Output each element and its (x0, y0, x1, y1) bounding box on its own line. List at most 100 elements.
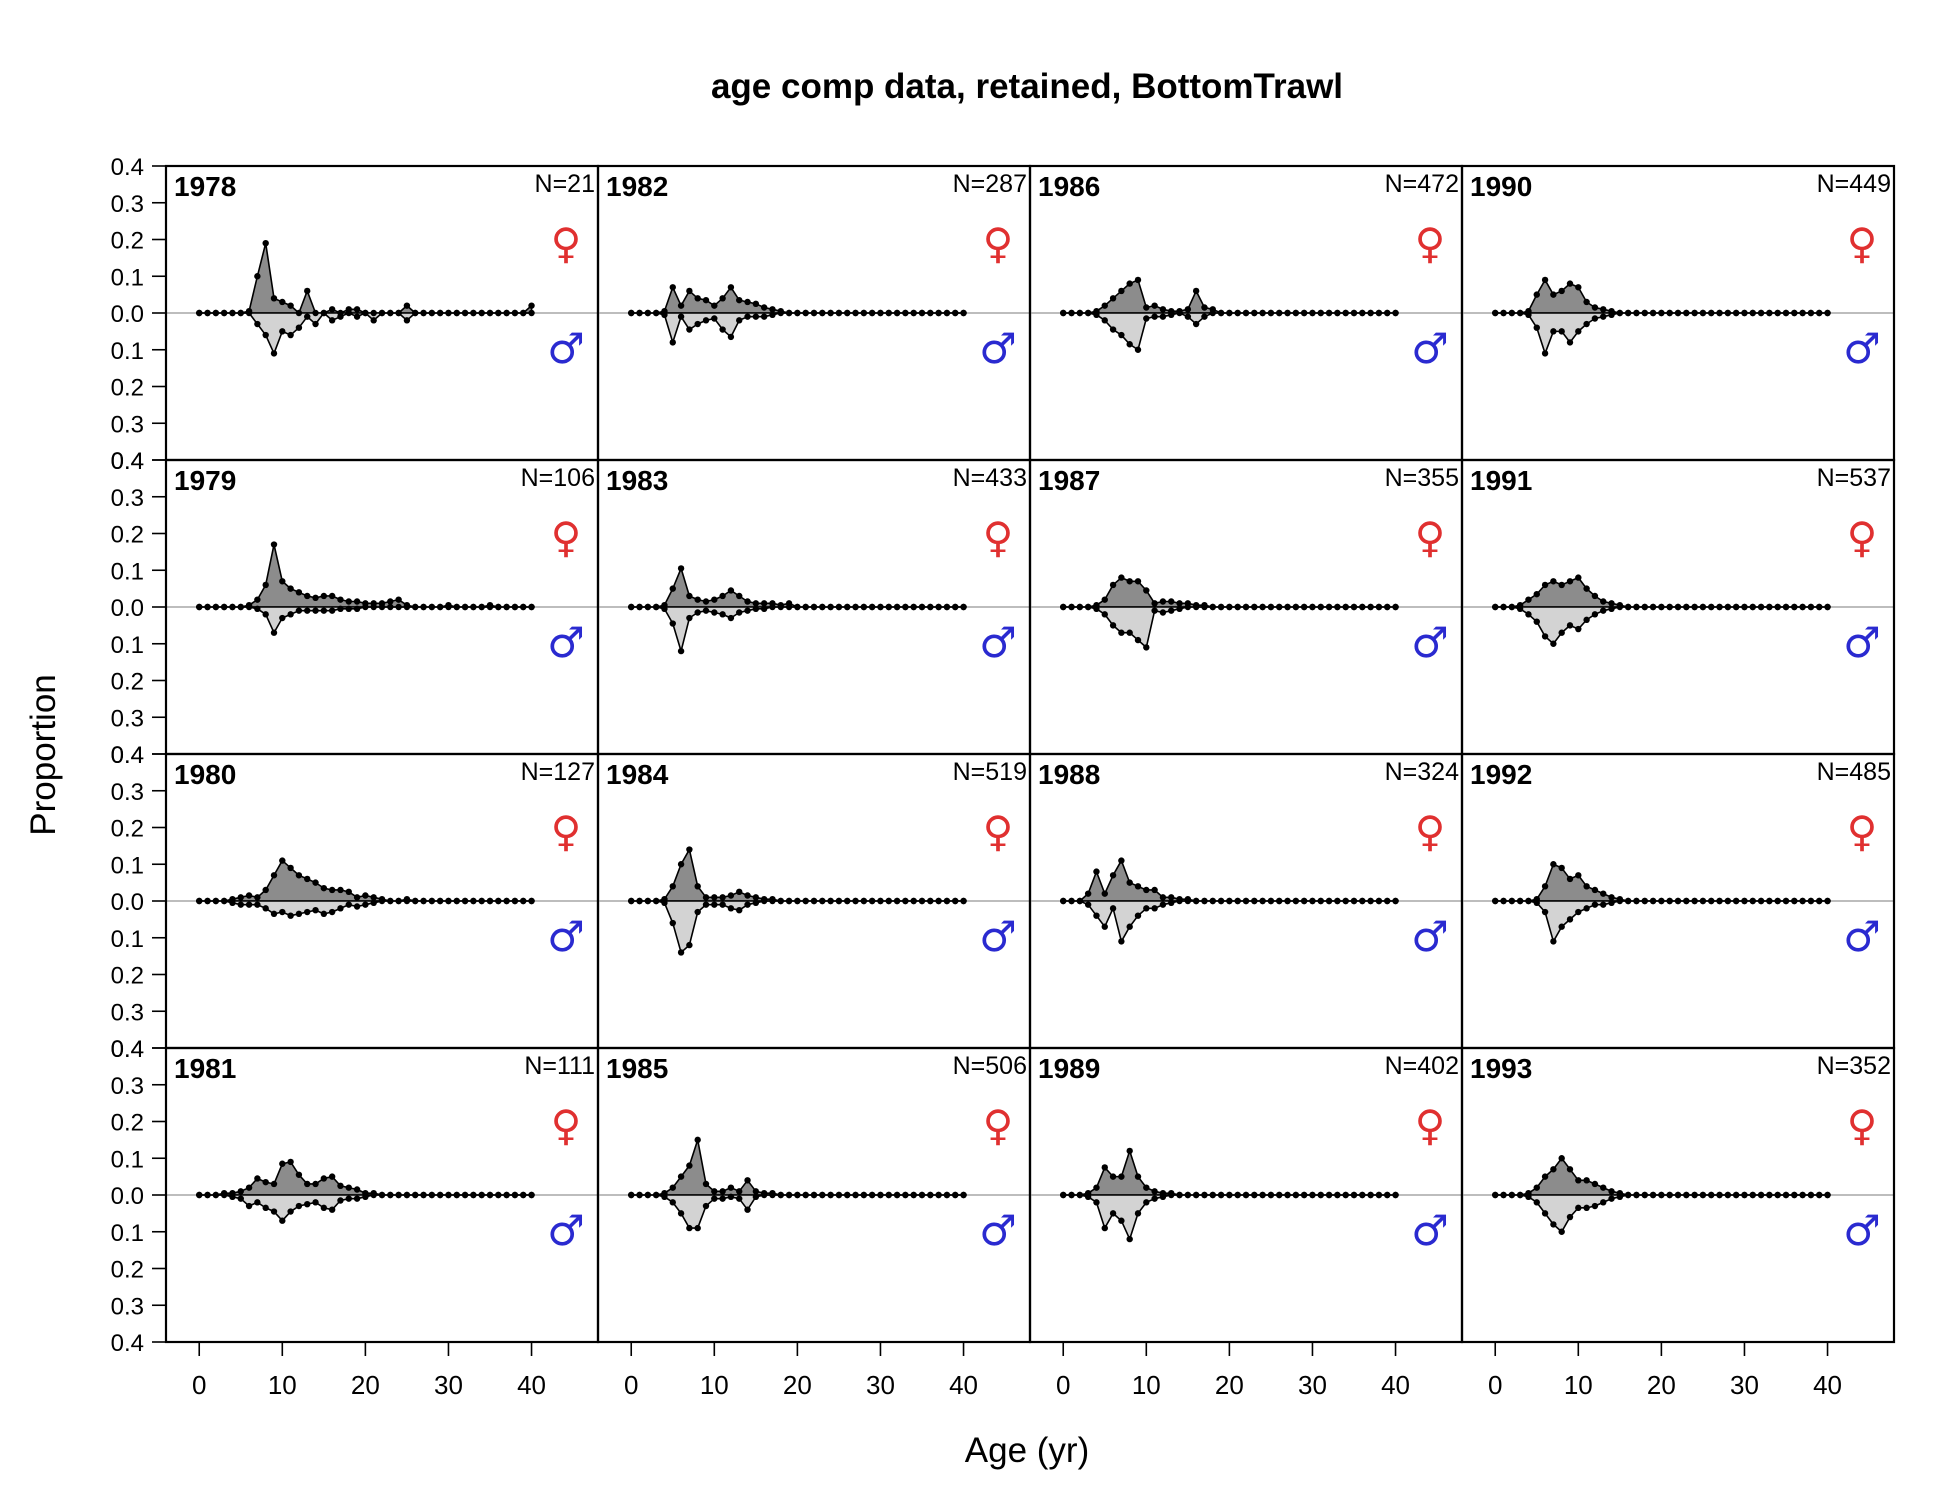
y-tick-label: 0.0 (111, 889, 144, 916)
male-point (212, 897, 220, 905)
male-point (478, 603, 485, 611)
panel-sample-size: N=537 (1817, 464, 1891, 492)
y-tick-label: 0.0 (111, 595, 144, 622)
female-point (744, 598, 751, 605)
male-point (1267, 603, 1275, 611)
female-point (686, 1162, 693, 1169)
female-point (287, 302, 294, 309)
female-point (1583, 585, 1590, 592)
female-point (1550, 578, 1557, 585)
female-point (1575, 1177, 1582, 1184)
male-point (1126, 341, 1133, 348)
male-point (353, 903, 361, 910)
male-point (378, 309, 386, 317)
female-point (328, 592, 336, 600)
x-tick-label: 30 (866, 1370, 895, 1400)
male-point (412, 603, 419, 611)
male-point (1350, 309, 1358, 317)
female-point (702, 1180, 710, 1188)
male-point (1143, 644, 1150, 651)
male-point (1384, 603, 1391, 611)
male-point (461, 603, 469, 611)
panel-1991: 1991 N=537 ♀ ♂ (1460, 458, 1896, 756)
male-point (328, 908, 336, 916)
male-point (719, 1195, 726, 1202)
male-point (1533, 618, 1540, 625)
male-point (1500, 603, 1507, 611)
male-point (760, 313, 768, 320)
male-point (1367, 1191, 1374, 1199)
male-point (1209, 1191, 1216, 1199)
male-point (1824, 603, 1831, 611)
male-point (1816, 309, 1823, 317)
male-point (511, 897, 519, 905)
male-point (1217, 1191, 1225, 1199)
female-point (1533, 291, 1540, 298)
male-point (694, 609, 701, 616)
male-point (1641, 309, 1648, 317)
male-point (1168, 607, 1175, 614)
female-point (711, 596, 718, 603)
y-tick-label: 0.2 (111, 1110, 144, 1137)
male-point (1816, 1191, 1823, 1199)
female-area (1494, 279, 1829, 314)
male-symbol-icon: ♂ (1411, 1206, 1449, 1255)
male-point (254, 320, 261, 328)
female-point (1118, 1173, 1125, 1180)
panel-1988: 1988 N=324 ♀ ♂ (1028, 752, 1464, 1050)
male-point (628, 309, 635, 317)
male-point (1334, 603, 1341, 611)
male-point (1284, 309, 1291, 317)
female-point (287, 864, 294, 872)
panel-1987: 1987 N=355 ♀ ♂ (1028, 458, 1464, 756)
y-tick-label: 0.1 (111, 852, 144, 879)
male-point (1184, 313, 1192, 320)
female-point (669, 883, 676, 890)
male-point (1807, 309, 1815, 317)
male-point (1782, 309, 1790, 317)
male-point (304, 313, 311, 320)
male-point (1575, 908, 1582, 916)
female-point (1575, 574, 1582, 581)
female-point (1093, 868, 1100, 875)
male-point (1766, 897, 1773, 905)
male-point (328, 317, 336, 324)
female-point (245, 892, 253, 899)
male-point (1724, 897, 1732, 905)
female-point (1118, 287, 1125, 295)
panel-1978: 1978 N=21 ♀ ♂ (164, 164, 600, 462)
male-point (702, 607, 710, 614)
female-point (262, 886, 269, 894)
male-point (337, 605, 344, 613)
male-point (810, 603, 818, 611)
male-point (769, 603, 776, 611)
panel-1979: 1979 N=106 ♀ ♂ (164, 458, 600, 756)
male-point (1317, 309, 1324, 317)
female-point (1134, 1173, 1142, 1180)
male-point (910, 1191, 917, 1199)
male-point (1084, 901, 1092, 908)
male-point (702, 901, 710, 908)
male-point (927, 309, 934, 317)
female-point (694, 295, 701, 302)
panel-sample-size: N=111 (524, 1052, 595, 1080)
female-point (1134, 276, 1142, 284)
male-point (1384, 1191, 1391, 1199)
male-point (1533, 1199, 1540, 1206)
female-point (353, 1186, 361, 1193)
female-symbol-icon: ♀ (983, 1101, 1014, 1150)
male-point (835, 603, 843, 611)
female-area (198, 242, 533, 314)
y-tick-label: 0.0 (111, 1183, 144, 1210)
male-point (1267, 309, 1275, 317)
male-point (478, 309, 485, 317)
female-point (320, 592, 328, 600)
male-point (486, 1191, 494, 1199)
male-point (1192, 897, 1200, 905)
male-point (760, 1191, 768, 1199)
male-point (1525, 897, 1532, 905)
male-point (478, 1191, 485, 1199)
male-point (1325, 309, 1333, 317)
female-point (1558, 1155, 1565, 1162)
x-tick-label: 40 (1813, 1370, 1842, 1400)
